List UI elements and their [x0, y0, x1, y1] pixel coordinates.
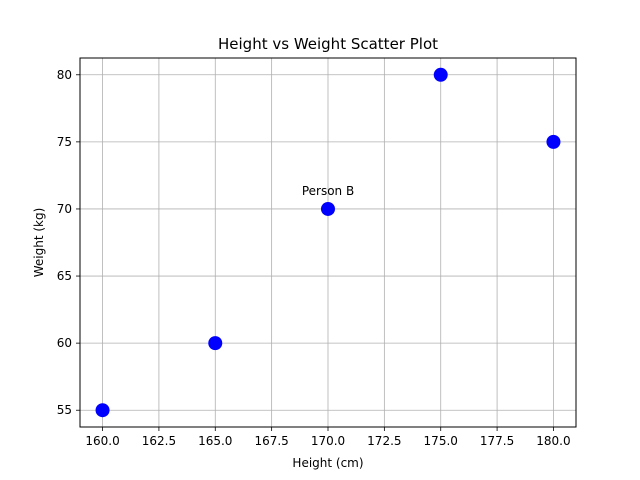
- data-point: [208, 336, 223, 351]
- x-tick-label: 177.5: [480, 434, 514, 448]
- data-point: [321, 201, 335, 216]
- x-tick-label: 167.5: [254, 434, 288, 448]
- x-tick-label: 172.5: [367, 434, 401, 448]
- data-points: [95, 67, 561, 418]
- data-point: [95, 403, 110, 418]
- point-annotation: Person B: [302, 184, 354, 198]
- x-tick-label: 162.5: [142, 434, 176, 448]
- data-point: [433, 67, 448, 82]
- grid-lines: [80, 58, 576, 427]
- y-axis-label: Weight (kg): [32, 208, 46, 278]
- data-point: [546, 134, 561, 149]
- y-tick-label: 70: [57, 202, 72, 216]
- axis-ticks: 160.0 162.5 165.0 167.5 170.0 172.5 175.0 177.5…: [57, 68, 571, 448]
- y-tick-label: 80: [57, 68, 72, 82]
- x-tick-label: 160.0: [85, 434, 119, 448]
- x-axis-label: Height (cm): [292, 456, 363, 470]
- y-tick-label: 75: [57, 135, 72, 149]
- chart-title: Height vs Weight Scatter Plot: [218, 35, 438, 53]
- x-tick-label: 170.0: [311, 434, 345, 448]
- x-tick-label: 175.0: [424, 434, 458, 448]
- y-tick-label: 65: [57, 269, 72, 283]
- y-tick-label: 55: [57, 403, 72, 417]
- y-tick-label: 60: [57, 336, 72, 350]
- annotations: Person B: [302, 184, 354, 198]
- x-tick-label: 165.0: [198, 434, 232, 448]
- x-tick-label: 180.0: [536, 434, 570, 448]
